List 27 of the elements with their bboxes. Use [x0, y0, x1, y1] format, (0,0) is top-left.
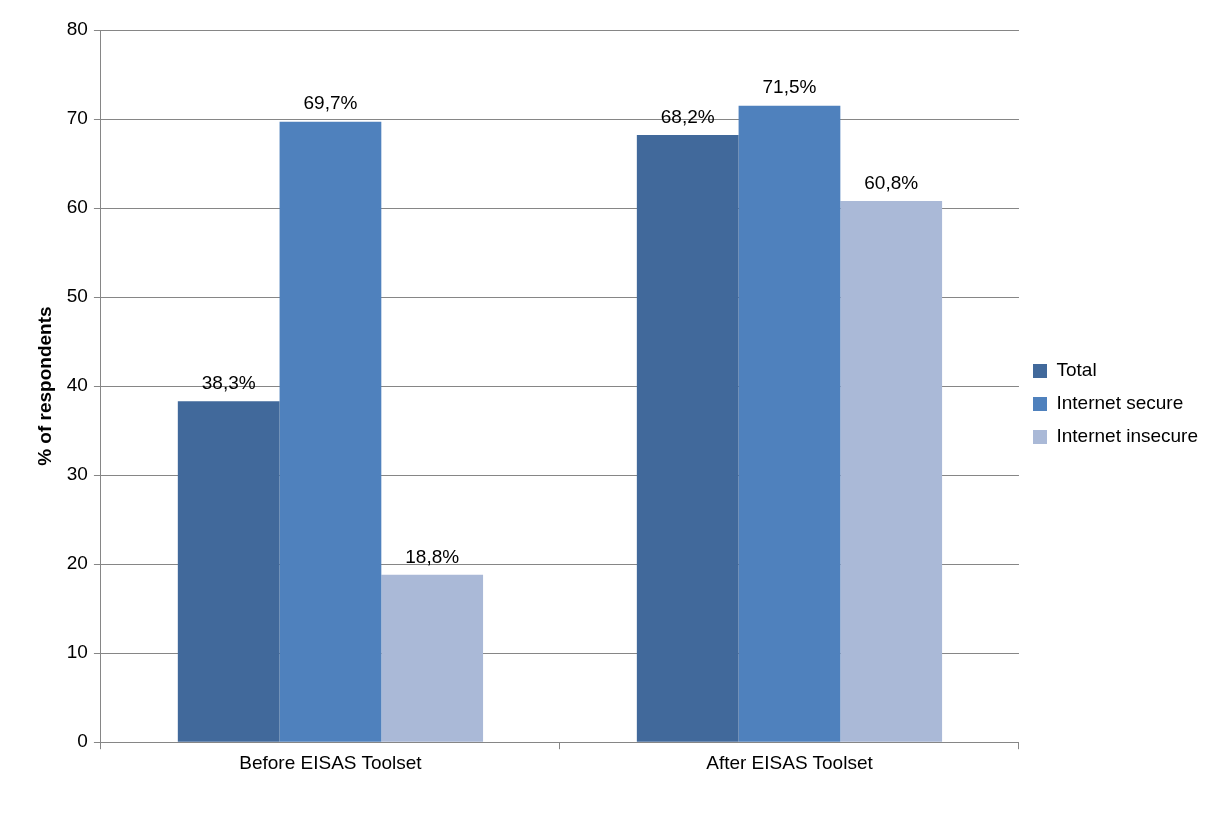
- data-label: 18,8%: [405, 545, 460, 567]
- y-tick-label: 0: [77, 730, 88, 752]
- bar: [738, 105, 841, 742]
- y-tick-label: 40: [66, 374, 88, 396]
- y-tick-label: 30: [66, 463, 88, 485]
- legend-label: Total: [1056, 359, 1097, 381]
- data-label: 60,8%: [864, 171, 919, 193]
- y-tick-label: 70: [66, 107, 88, 129]
- bar: [636, 135, 739, 742]
- bar: [177, 401, 280, 742]
- bar: [279, 121, 382, 742]
- y-tick-label: 60: [66, 196, 88, 218]
- data-label: 68,2%: [660, 105, 715, 127]
- y-tick-label: 50: [66, 285, 88, 307]
- y-tick-label: 80: [66, 18, 88, 40]
- data-label: 38,3%: [201, 371, 256, 393]
- bar: [381, 574, 484, 742]
- bar: [840, 200, 943, 742]
- legend-label: Internet secure: [1056, 392, 1184, 414]
- y-axis-title: % of respondents: [33, 306, 55, 466]
- x-tick-label: Before EISAS Toolset: [239, 751, 423, 773]
- data-label: 71,5%: [762, 76, 817, 98]
- y-tick-label: 10: [66, 641, 88, 663]
- y-tick-label: 20: [66, 552, 88, 574]
- data-label: 69,7%: [303, 92, 358, 114]
- legend-label: Internet insecure: [1056, 425, 1199, 447]
- x-tick-label: After EISAS Toolset: [706, 751, 874, 773]
